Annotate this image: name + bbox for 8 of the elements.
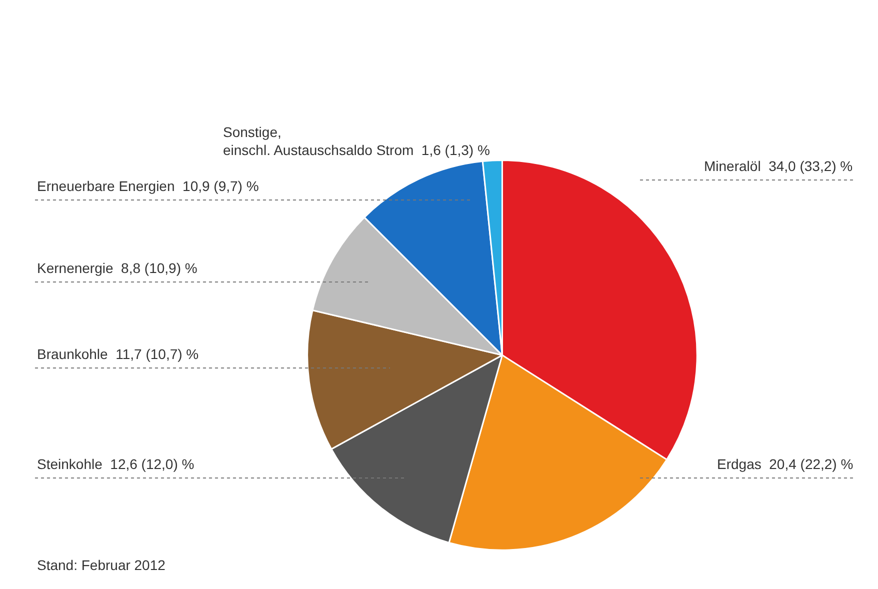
slice-label: Erdgas 20,4 (22,2) % — [717, 456, 854, 472]
slice-label: Kernenergie 8,8 (10,9) % — [37, 260, 198, 276]
slice-label: Steinkohle 12,6 (12,0) % — [37, 456, 194, 472]
text: Stand: Februar 2012 — [37, 557, 166, 573]
slice-label: Erneuerbare Energien 10,9 (9,7) % — [37, 178, 259, 194]
slice-label: Mineralöl 34,0 (33,2) % — [704, 158, 853, 174]
slice-label: Braunkohle 11,7 (10,7) % — [37, 346, 199, 362]
slice-label: Sonstige, einschl. Austauschsaldo Strom 1,6 (1,3) % — [223, 124, 490, 158]
